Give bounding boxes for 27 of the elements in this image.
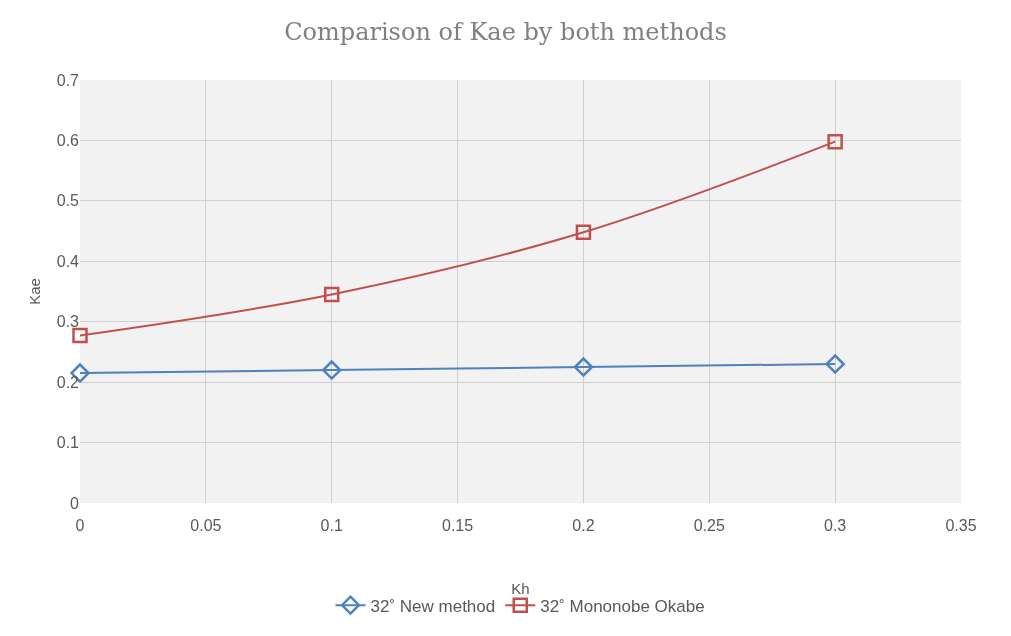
x-tick-label: 0.2 [572, 517, 595, 535]
point [573, 357, 594, 377]
x-tick-label: 0.15 [442, 517, 474, 535]
point [825, 354, 845, 374]
x-tick-label: 0.35 [945, 517, 977, 535]
y-tick-label: 0.7 [56, 71, 80, 89]
point [827, 133, 843, 150]
legend-label: 32˚ New method [370, 596, 496, 616]
y-tick-label: 0.5 [56, 192, 80, 210]
x-tick-label: 0.05 [190, 517, 222, 535]
point [575, 224, 592, 241]
point [323, 286, 340, 303]
y-tick-label: 0.3 [56, 313, 80, 331]
chart-title: Comparison of Kae by both methods [284, 18, 727, 46]
x-tick-label: 0.3 [824, 517, 847, 535]
point [322, 360, 342, 380]
y-tick-label: 0.4 [56, 252, 80, 270]
y-axis-title: Kae [26, 278, 43, 305]
y-tick-label: 0.2 [56, 373, 80, 391]
y-tick-label: 0.6 [56, 132, 80, 150]
y-tick-label: 0.1 [56, 434, 80, 452]
x-axis-title: Kh [511, 580, 530, 598]
x-tick-label: 0.25 [693, 517, 725, 535]
x-tick-label: 0.1 [320, 517, 343, 535]
y-tick-label: 0 [70, 494, 80, 512]
legend-label: 32˚ Mononobe Okabe [540, 596, 705, 616]
point [72, 327, 88, 344]
